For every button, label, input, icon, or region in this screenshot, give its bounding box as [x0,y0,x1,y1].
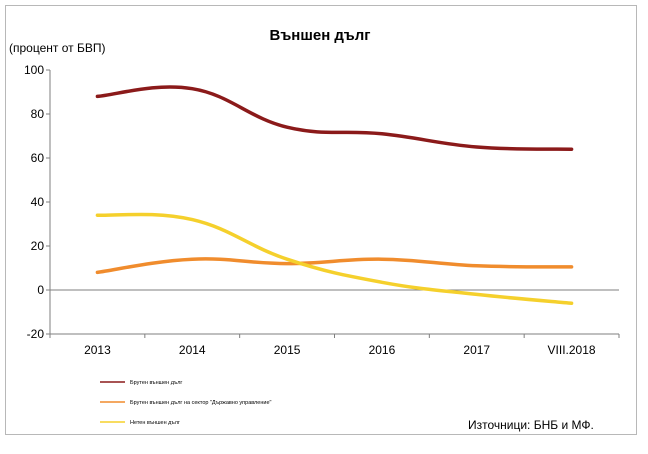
y-tick-label: 60 [31,151,45,165]
series-layer [95,85,574,305]
source-note: Източници: БНБ и МФ. [468,418,594,432]
y-tick-label: 80 [31,107,45,121]
y-tick-label: -20 [27,327,45,341]
x-tick-label: 2016 [369,343,396,357]
y-tick-label: 100 [24,63,44,77]
chart-svg: Външен дълг (процент от БВП) -20 0 20 40 60 8… [9,27,620,432]
chart-title: Външен дълг [270,27,371,44]
x-tick-label: 2014 [179,343,206,357]
series-line-2 [95,257,574,275]
axes: -20 0 20 40 60 80 100 2013 2014 2015 2016 2017 VIII.… [24,63,620,357]
legend-label-1: Брутен външен дълг [130,380,182,386]
x-tick-label: VIII.2018 [548,343,596,357]
series-line-1 [95,85,574,151]
legend: Брутен външен дълг Брутен външен дълг на … [100,380,271,426]
x-tick-label: 2013 [84,343,111,357]
series-line-3 [95,212,574,305]
x-tick-label: 2015 [274,343,301,357]
y-tick-label: 0 [37,283,44,297]
chart-frame: Външен дълг (процент от БВП) -20 0 20 40 60 8… [5,5,637,435]
y-tick-label: 20 [31,239,45,253]
legend-label-2: Брутен външен дълг на сектор "Държавно у… [130,400,271,406]
y-tick-label: 40 [31,195,45,209]
x-tick-label: 2017 [463,343,490,357]
y-axis-label: (процент от БВП) [9,41,105,55]
legend-label-3: Нетен външен дълг [130,420,180,426]
